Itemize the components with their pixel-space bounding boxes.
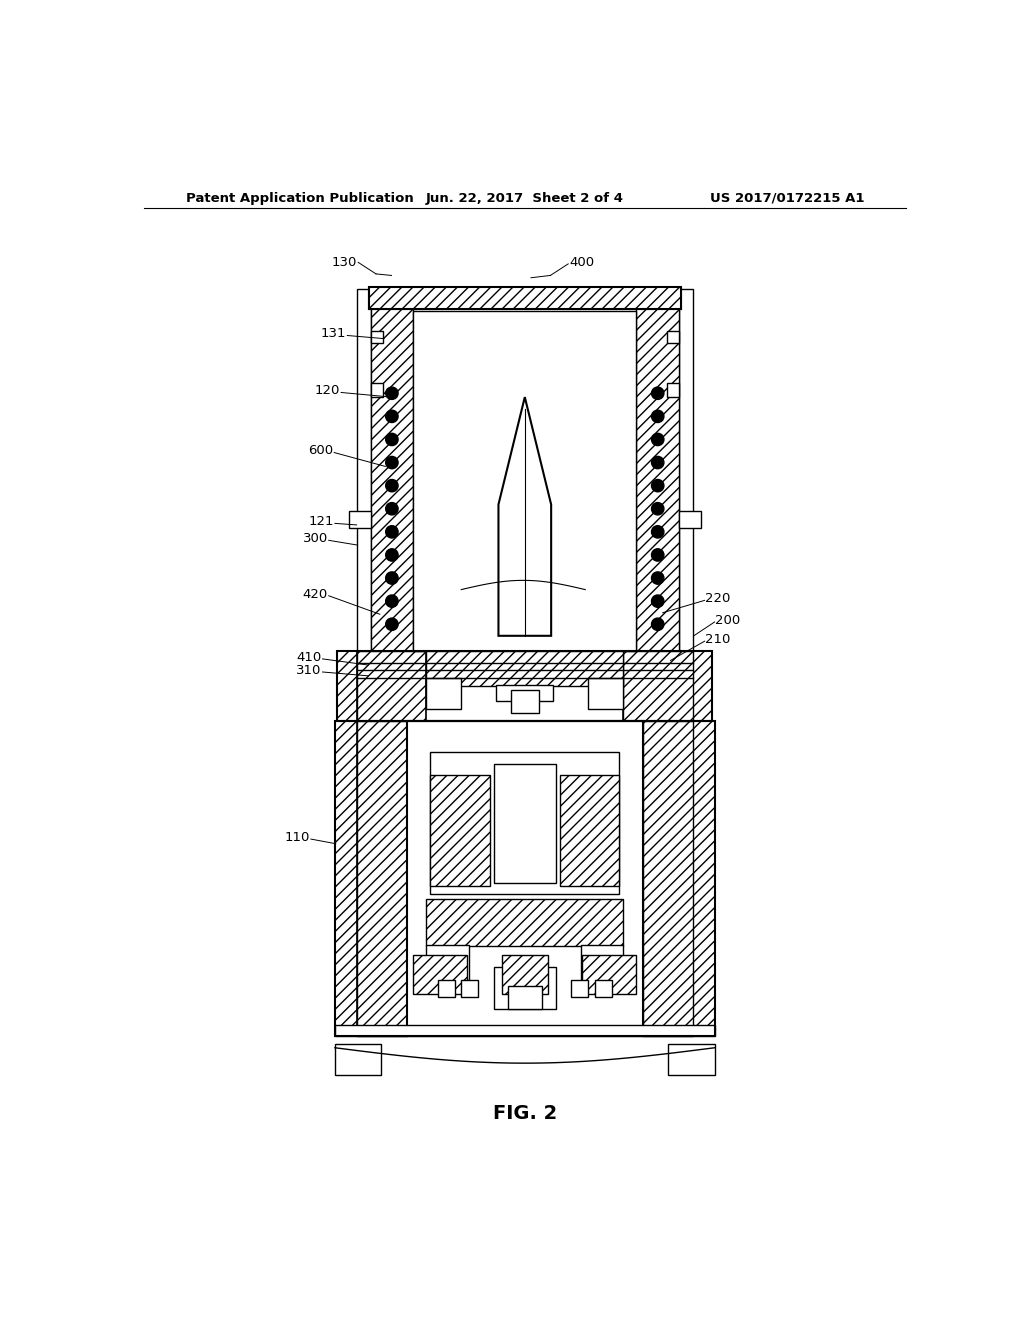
- Text: 400: 400: [569, 256, 595, 269]
- Bar: [679, 511, 700, 528]
- Text: 120: 120: [315, 384, 340, 397]
- Bar: [371, 331, 383, 343]
- Bar: [335, 721, 715, 1036]
- Bar: [693, 651, 713, 721]
- Bar: [511, 689, 539, 713]
- Text: 110: 110: [285, 832, 310, 843]
- Bar: [508, 986, 542, 1010]
- Bar: [426, 677, 461, 709]
- Bar: [337, 651, 713, 721]
- Text: 300: 300: [303, 532, 328, 545]
- Bar: [426, 945, 469, 979]
- Text: 121: 121: [308, 515, 334, 528]
- Circle shape: [386, 479, 398, 492]
- Circle shape: [386, 387, 398, 400]
- Polygon shape: [499, 397, 551, 636]
- Circle shape: [651, 479, 664, 492]
- Bar: [371, 383, 383, 397]
- Text: 210: 210: [706, 634, 731, 647]
- Text: 420: 420: [303, 587, 328, 601]
- Circle shape: [651, 433, 664, 446]
- Bar: [494, 966, 556, 1010]
- Circle shape: [386, 433, 398, 446]
- Circle shape: [386, 618, 398, 631]
- Circle shape: [386, 411, 398, 422]
- Bar: [407, 721, 643, 1036]
- Bar: [356, 651, 426, 721]
- Text: 131: 131: [322, 327, 346, 341]
- Circle shape: [651, 457, 664, 469]
- Bar: [496, 685, 554, 701]
- Bar: [426, 651, 624, 721]
- Bar: [426, 899, 624, 946]
- Bar: [560, 775, 620, 887]
- Bar: [571, 979, 589, 997]
- Bar: [369, 286, 681, 309]
- Bar: [430, 752, 620, 894]
- Bar: [643, 721, 693, 1036]
- Circle shape: [386, 595, 398, 607]
- Circle shape: [651, 387, 664, 400]
- Text: FIG. 2: FIG. 2: [493, 1104, 557, 1123]
- Text: 220: 220: [706, 593, 731, 606]
- Bar: [349, 511, 371, 528]
- Text: 200: 200: [716, 614, 740, 627]
- Bar: [430, 775, 489, 887]
- Bar: [667, 383, 679, 397]
- Circle shape: [386, 525, 398, 539]
- Bar: [369, 288, 681, 309]
- Bar: [494, 763, 556, 883]
- Bar: [583, 956, 636, 994]
- Bar: [414, 956, 467, 994]
- Bar: [669, 1044, 715, 1074]
- Bar: [337, 651, 356, 721]
- Text: 600: 600: [308, 445, 334, 458]
- Bar: [335, 1044, 381, 1074]
- Circle shape: [651, 595, 664, 607]
- Circle shape: [651, 572, 664, 585]
- Bar: [461, 979, 478, 997]
- Bar: [624, 651, 693, 721]
- Bar: [426, 651, 624, 686]
- Circle shape: [651, 503, 664, 515]
- Circle shape: [651, 549, 664, 561]
- Circle shape: [386, 572, 398, 585]
- Circle shape: [651, 618, 664, 631]
- Circle shape: [386, 503, 398, 515]
- Bar: [356, 721, 407, 1036]
- Bar: [636, 289, 679, 651]
- Bar: [438, 979, 455, 997]
- Text: Jun. 22, 2017  Sheet 2 of 4: Jun. 22, 2017 Sheet 2 of 4: [426, 191, 624, 205]
- Bar: [371, 289, 414, 651]
- Bar: [502, 956, 548, 994]
- Bar: [595, 979, 611, 997]
- Text: Patent Application Publication: Patent Application Publication: [186, 191, 414, 205]
- Bar: [335, 1024, 715, 1036]
- Text: 130: 130: [332, 256, 357, 269]
- Bar: [369, 286, 681, 309]
- Text: 310: 310: [296, 664, 322, 677]
- Circle shape: [651, 525, 664, 539]
- Bar: [581, 945, 624, 979]
- Circle shape: [386, 457, 398, 469]
- Bar: [667, 331, 679, 343]
- Bar: [589, 677, 624, 709]
- Bar: [693, 721, 715, 1036]
- Text: 410: 410: [297, 651, 322, 664]
- Bar: [335, 721, 356, 1036]
- Bar: [356, 289, 371, 651]
- Bar: [679, 289, 693, 651]
- Bar: [414, 312, 636, 651]
- Text: US 2017/0172215 A1: US 2017/0172215 A1: [710, 191, 864, 205]
- Circle shape: [651, 411, 664, 422]
- Circle shape: [386, 549, 398, 561]
